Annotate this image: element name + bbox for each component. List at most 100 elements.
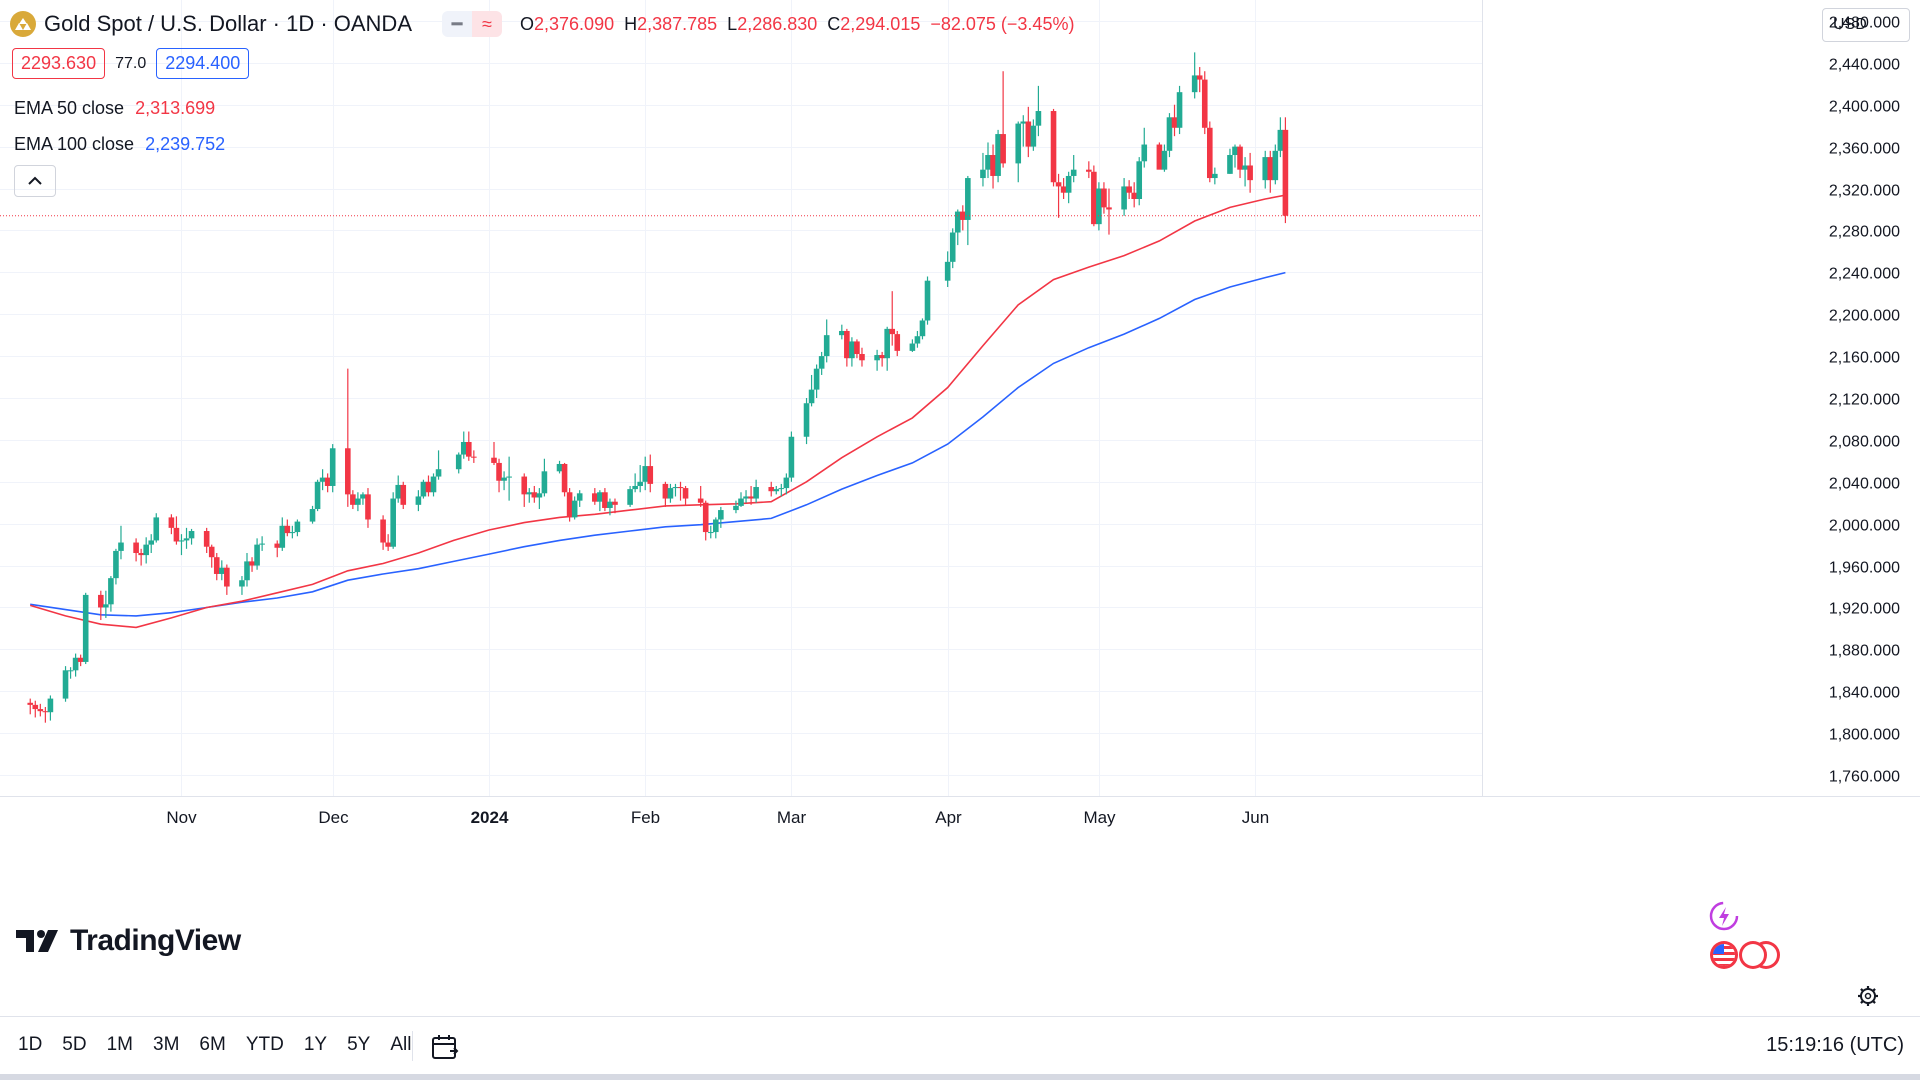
candle-body — [1060, 186, 1067, 193]
y-tick-label: 1,920.000 — [1829, 601, 1900, 618]
candle-body — [874, 355, 880, 361]
range-6m-button[interactable]: 6M — [199, 1034, 226, 1055]
candle-body — [37, 709, 44, 712]
range-5y-button[interactable]: 5Y — [347, 1034, 371, 1055]
candle-body — [501, 477, 507, 481]
candle-down — [894, 330, 901, 357]
events-icons[interactable] — [1708, 900, 1788, 975]
ema50-legend[interactable]: EMA 50 close 2,313.699 — [14, 98, 215, 119]
candle-body — [425, 481, 432, 493]
candle-up — [47, 695, 54, 721]
wave-icon[interactable]: ≈ — [472, 11, 502, 37]
candle-up — [143, 537, 149, 564]
candle-body — [1000, 134, 1006, 164]
candle-body — [813, 368, 820, 390]
candle-body — [138, 553, 144, 556]
candle-body — [1161, 150, 1168, 170]
candle-up — [355, 492, 361, 512]
candle-up — [788, 431, 795, 482]
gold-coin-icon[interactable] — [10, 11, 36, 37]
candle-down — [561, 462, 568, 497]
candle-up — [239, 576, 245, 595]
candle-up — [949, 228, 956, 269]
candle-body — [380, 519, 386, 543]
candle-body — [309, 509, 316, 522]
candle-body — [707, 532, 714, 534]
candle-down — [879, 351, 885, 367]
candle-up — [329, 444, 336, 493]
sell-button[interactable]: 2293.630 — [12, 48, 106, 79]
candle-down — [224, 564, 230, 595]
candle-body — [329, 448, 336, 486]
candle-down — [1247, 152, 1253, 193]
candle-down — [491, 441, 497, 466]
candle-up — [62, 666, 69, 702]
candle-up — [82, 592, 89, 665]
candle-body — [1247, 165, 1253, 181]
candle-up — [1242, 157, 1248, 187]
candle-down — [592, 488, 598, 505]
range-1d-button[interactable]: 1D — [18, 1034, 43, 1055]
utc-clock[interactable]: 15:19:16 (UTC) — [1766, 1033, 1904, 1056]
time-axis[interactable]: Nov Dec 2024 Feb Mar Apr May Jun — [0, 796, 1920, 1007]
candle-body — [244, 561, 250, 581]
indicator-toggle[interactable]: ━ ≈ — [442, 11, 502, 37]
candle-body — [1121, 186, 1127, 210]
toolbar-divider — [412, 1031, 413, 1061]
candle-body — [148, 540, 155, 545]
candle-up — [718, 506, 724, 528]
price-chart[interactable]: XAUUSD2,294.015 2,480.0002,440.0002,400.… — [0, 0, 1920, 1016]
candle-body — [1131, 192, 1137, 199]
candle-up — [637, 465, 643, 493]
candle-down — [647, 454, 654, 493]
candle-body — [385, 542, 391, 547]
candle-up — [707, 525, 714, 539]
buy-button[interactable]: 2294.400 — [156, 48, 250, 79]
y-tick-label: 1,960.000 — [1829, 560, 1900, 577]
candle-body — [637, 481, 643, 486]
range-all-button[interactable]: All — [390, 1034, 412, 1055]
candle-up — [571, 496, 578, 520]
currency-selector[interactable]: USD — [1822, 8, 1910, 42]
candle-down — [1131, 182, 1137, 208]
candle-down — [274, 540, 281, 558]
tradingview-logo[interactable]: TradingView — [16, 924, 241, 958]
candle-body — [733, 505, 739, 511]
candle-up — [884, 326, 890, 371]
ohlc-change: −82.075 (−3.45%) — [930, 13, 1075, 34]
us-flag-icon[interactable] — [1710, 941, 1780, 969]
candle-body — [854, 341, 860, 355]
lightning-icon[interactable] — [1709, 901, 1739, 931]
candle-body — [1176, 92, 1183, 128]
candle-body — [1025, 121, 1032, 147]
candle-up — [1096, 182, 1102, 231]
candle-up — [1065, 171, 1072, 204]
candle-body — [218, 567, 225, 574]
price-axis[interactable]: 2,480.000 2,440.000 2,400.000 2,360.000 2,32… — [1482, 0, 1920, 796]
range-1m-button[interactable]: 1M — [106, 1034, 133, 1055]
range-3m-button[interactable]: 3M — [153, 1034, 180, 1055]
range-1y-button[interactable]: 1Y — [303, 1034, 328, 1055]
candle-body — [788, 436, 795, 478]
candle-body — [1055, 182, 1062, 187]
ema100-legend[interactable]: EMA 100 close 2,239.752 — [14, 134, 225, 155]
minus-icon[interactable]: ━ — [442, 11, 472, 37]
symbol-title[interactable]: Gold Spot / U.S. Dollar · 1D · OANDA — [44, 11, 412, 36]
candle-up — [849, 337, 855, 367]
range-ytd-button[interactable]: YTD — [245, 1034, 284, 1055]
candle-up — [279, 517, 286, 551]
candle-down — [1101, 182, 1107, 214]
y-tick-label: 2,120.000 — [1829, 392, 1900, 409]
candle-body — [738, 498, 744, 506]
candle-up — [909, 339, 916, 352]
candle-up — [944, 251, 951, 287]
candle-up — [712, 517, 719, 539]
candle-down — [425, 475, 432, 497]
candle-down — [380, 515, 386, 550]
range-5d-button[interactable]: 5D — [62, 1034, 87, 1055]
calendar-icon[interactable] — [430, 1032, 460, 1062]
collapse-legend-button[interactable] — [14, 165, 56, 197]
candle-body — [289, 532, 296, 534]
chart-scrollbar[interactable] — [0, 1074, 1920, 1080]
candle-body — [682, 488, 689, 499]
